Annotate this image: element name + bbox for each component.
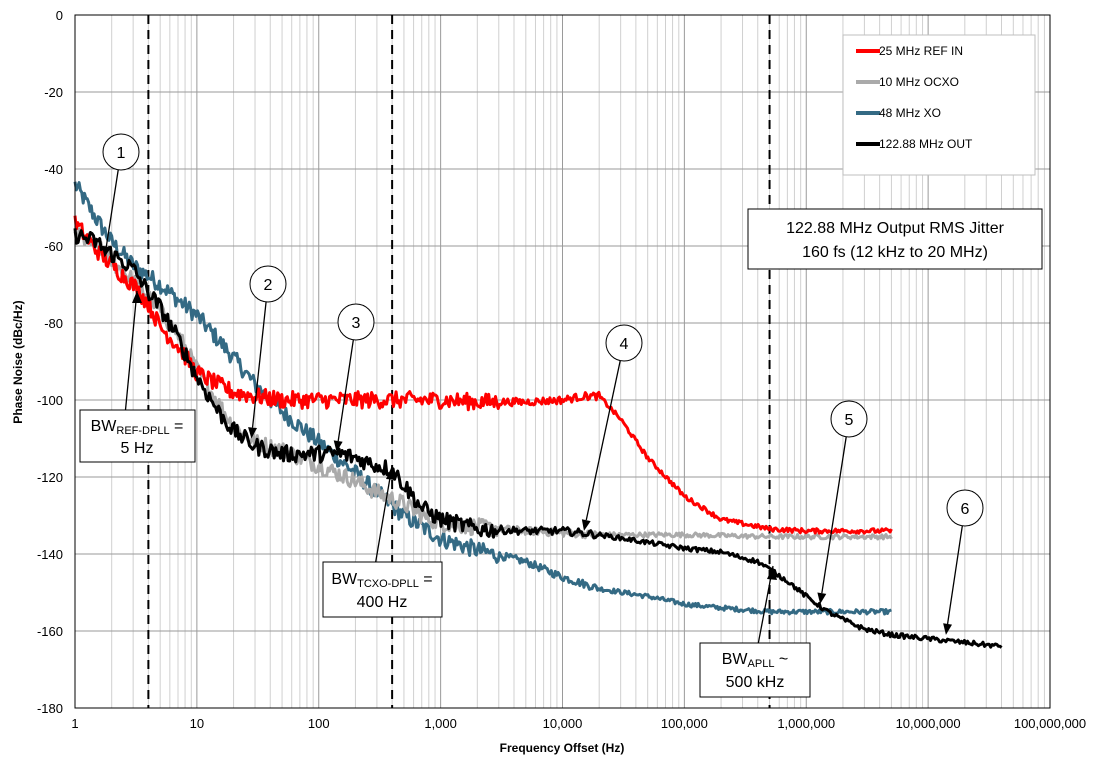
- y-tick-label: 0: [56, 8, 63, 23]
- bw-tcxo-dpll-frame: [322, 561, 443, 618]
- x-tick-label: 10,000,000: [896, 716, 961, 731]
- callout-arrowhead: [581, 519, 591, 531]
- x-tick-label: 10,000: [543, 716, 583, 731]
- legend-frame: [842, 34, 1036, 176]
- bw-ref-dpll-frame: [79, 409, 196, 463]
- bw-ref-dpll-annotation: BWREF-DPLL = 5 Hz: [79, 290, 196, 463]
- callout-arrowhead: [101, 245, 111, 258]
- callout-circle: [830, 400, 868, 438]
- series-line-3: [73, 181, 892, 616]
- jitter-annotation-frame: [747, 208, 1043, 270]
- bw-apll-line2: 500 kHz: [726, 674, 785, 691]
- bw-apll-annotation: BWAPLL ~ 500 kHz: [699, 565, 811, 698]
- callout-label: 5: [845, 412, 854, 429]
- x-tick-label: 1,000,000: [777, 716, 835, 731]
- y-tick-label: -60: [44, 239, 63, 254]
- series-line-2: [73, 227, 893, 541]
- callout-circle: [102, 133, 140, 171]
- legend-label: 122.88 MHz OUT: [879, 137, 973, 151]
- bw-tcxo-dpll-line1: BWTCXO-DPLL =: [331, 571, 432, 590]
- series-line-4: [73, 228, 1003, 649]
- x-tick-label: 10: [190, 716, 204, 731]
- callout-circle: [946, 489, 984, 527]
- callout-arrowhead: [248, 427, 258, 439]
- callout-circle: [249, 265, 287, 303]
- callout-label: 6: [961, 501, 970, 518]
- callout-leader: [251, 301, 267, 428]
- x-tick-label: 100,000,000: [1014, 716, 1086, 731]
- callout-arrowhead: [817, 592, 827, 605]
- callout-circle: [337, 303, 375, 341]
- plot-frame: [74, 14, 1051, 709]
- legend-label: 48 MHz XO: [879, 106, 941, 120]
- callout-arrowhead: [943, 623, 953, 635]
- callout-label: 1: [117, 145, 126, 162]
- y-tick-label: -20: [44, 85, 63, 100]
- y-tick-label: -120: [37, 470, 63, 485]
- callout-label: 2: [264, 277, 273, 294]
- callout-leader: [821, 436, 847, 594]
- x-tick-label: 100: [308, 716, 330, 731]
- jitter-annotation-line1: 122.88 MHz Output RMS Jitter: [786, 220, 1005, 237]
- callout-leader: [946, 525, 963, 625]
- series-line-1: [73, 215, 893, 535]
- series-lines: [73, 181, 1003, 649]
- legend-label: 10 MHz OCXO: [879, 75, 959, 89]
- y-tick-label: -100: [37, 393, 63, 408]
- y-tick-label: -40: [44, 162, 63, 177]
- y-axis-title: Phase Noise (dBc/Hz): [11, 300, 25, 423]
- callout-arrowhead: [333, 440, 343, 452]
- y-tick-label: -180: [37, 701, 63, 716]
- x-axis-title: Frequency Offset (Hz): [500, 741, 625, 755]
- legend: 25 MHz REF IN 10 MHz OCXO 48 MHz XO 122.88 …: [842, 34, 1036, 176]
- x-tick-label: 1,000: [424, 716, 457, 731]
- bw-apll-line1: BWAPLL ~: [722, 651, 789, 670]
- callout-label: 3: [352, 315, 361, 332]
- y-tick-label: -160: [37, 624, 63, 639]
- jitter-annotation-box: 122.88 MHz Output RMS Jitter 160 fs (12 …: [747, 208, 1043, 270]
- callout-circle: [605, 324, 643, 362]
- jitter-annotation-line2: 160 fs (12 kHz to 20 MHz): [802, 244, 988, 261]
- bw-ref-dpll-line2: 5 Hz: [121, 440, 154, 457]
- bw-ref-dpll-line1: BWREF-DPLL =: [91, 418, 184, 437]
- y-tick-label: -140: [37, 547, 63, 562]
- x-tick-label: 100,000: [661, 716, 708, 731]
- x-tick-label: 1: [71, 716, 78, 731]
- numbered-callouts: 1 2 3 4 5 6: [101, 133, 984, 635]
- callout-leader: [105, 169, 119, 247]
- bw-tcxo-dpll-line2: 400 Hz: [357, 594, 408, 611]
- y-tick-label: -80: [44, 316, 63, 331]
- bw-apll-frame: [699, 642, 811, 698]
- callout-leader: [337, 339, 354, 442]
- callout-leader: [585, 360, 621, 521]
- axis-ticks: 1 10 100 1,000 10,000 100,000 1,000,000 10,000,…: [37, 8, 1086, 731]
- callout-label: 4: [620, 336, 629, 353]
- legend-label: 25 MHz REF IN: [879, 44, 963, 58]
- bw-tcxo-dpll-annotation: BWTCXO-DPLL = 400 Hz: [322, 465, 443, 618]
